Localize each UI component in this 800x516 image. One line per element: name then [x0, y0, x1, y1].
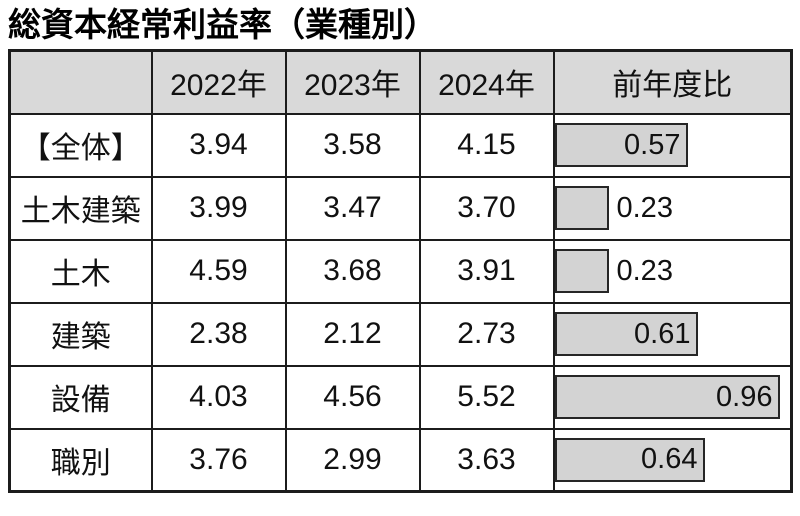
value-cell: 5.52	[418, 364, 555, 430]
yoy-value: 0.23	[616, 254, 673, 287]
yoy-bar-cell: 0.61	[552, 301, 793, 367]
profit-ratio-table: 2022年 2023年 2024年 前年度比 【全体】 3.94 3.58 4.15 0.57…	[8, 48, 793, 494]
table-row: 土木 4.59 3.68 3.91 0.23	[8, 238, 793, 304]
column-header-2023年: 2023年	[284, 49, 421, 115]
value-cell: 3.68	[284, 238, 421, 304]
yoy-bar-cell: 0.96	[552, 364, 793, 430]
value-cell: 3.58	[284, 112, 421, 178]
table-row: 土木建築 3.99 3.47 3.70 0.23	[8, 175, 793, 241]
value-cell: 2.38	[150, 301, 287, 367]
table-body: 【全体】 3.94 3.58 4.15 0.57 土木建築 3.99 3.47 3.70 0.23…	[8, 112, 793, 493]
value-cell: 3.63	[418, 427, 555, 493]
value-cell: 3.47	[284, 175, 421, 241]
row-label: 【全体】	[8, 112, 153, 178]
yoy-value: 0.61	[634, 317, 691, 350]
yoy-bar-cell: 0.23	[552, 238, 793, 304]
value-cell: 2.12	[284, 301, 421, 367]
value-cell: 3.91	[418, 238, 555, 304]
column-header-2022年: 2022年	[150, 49, 287, 115]
value-cell: 4.56	[284, 364, 421, 430]
column-header-前年度比: 前年度比	[552, 49, 793, 115]
row-label: 土木	[8, 238, 153, 304]
value-cell: 4.59	[150, 238, 287, 304]
value-cell: 2.99	[284, 427, 421, 493]
value-cell: 3.99	[150, 175, 287, 241]
value-cell: 3.94	[150, 112, 287, 178]
header-row: 2022年 2023年 2024年 前年度比	[8, 49, 793, 115]
yoy-bar	[555, 249, 609, 294]
table-row: 設備 4.03 4.56 5.52 0.96	[8, 364, 793, 430]
value-cell: 2.73	[418, 301, 555, 367]
value-cell: 3.76	[150, 427, 287, 493]
yoy-bar: 0.61	[555, 312, 698, 357]
table-row: 建築 2.38 2.12 2.73 0.61	[8, 301, 793, 367]
column-header-2024年: 2024年	[418, 49, 555, 115]
table-row: 【全体】 3.94 3.58 4.15 0.57	[8, 112, 793, 178]
yoy-bar: 0.64	[555, 437, 705, 482]
page-title: 総資本経常利益率（業種別）	[8, 6, 437, 43]
yoy-bar: 0.57	[555, 123, 688, 168]
yoy-value: 0.57	[624, 128, 681, 161]
row-label: 職別	[8, 427, 153, 493]
yoy-bar-cell: 0.64	[552, 427, 793, 493]
row-label: 建築	[8, 301, 153, 367]
value-cell: 4.15	[418, 112, 555, 178]
row-label: 設備	[8, 364, 153, 430]
column-header-blank	[8, 49, 153, 115]
yoy-value: 0.64	[641, 443, 698, 476]
row-label: 土木建築	[8, 175, 153, 241]
yoy-bar: 0.96	[555, 375, 780, 420]
yoy-bar-cell: 0.23	[552, 175, 793, 241]
value-cell: 4.03	[150, 364, 287, 430]
value-cell: 3.70	[418, 175, 555, 241]
yoy-value: 0.96	[716, 380, 773, 413]
table-row: 職別 3.76 2.99 3.63 0.64	[8, 427, 793, 493]
yoy-bar	[555, 186, 609, 231]
yoy-value: 0.23	[616, 191, 673, 224]
yoy-bar-cell: 0.57	[552, 112, 793, 178]
